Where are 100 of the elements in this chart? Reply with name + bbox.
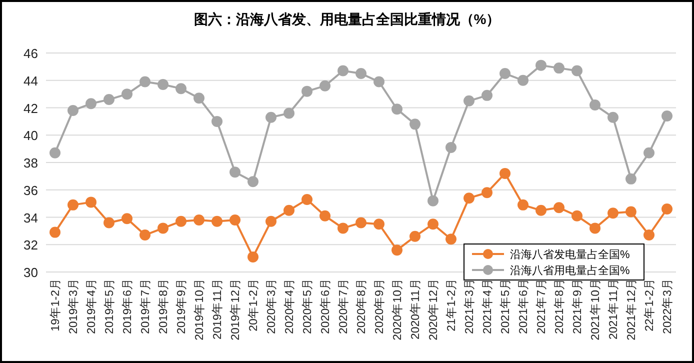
chart-title: 图六：沿海八省发、用电量占全国比重情况（%） [194, 11, 500, 27]
point [158, 222, 168, 234]
point [446, 142, 456, 153]
point [338, 222, 348, 234]
legend-label: 沿海八省发电量占全国% [510, 248, 630, 261]
x-tick-label: 2019年5月 [103, 278, 116, 334]
point [410, 230, 420, 242]
point [140, 230, 150, 241]
point [626, 206, 636, 218]
point [140, 76, 150, 88]
point [356, 68, 366, 80]
y-tick-label: 34 [24, 210, 38, 226]
point [554, 62, 564, 74]
point [392, 104, 402, 115]
x-tick-label: 2020年9月 [373, 278, 386, 334]
point [338, 65, 348, 76]
point [536, 60, 546, 71]
x-tick-label: 2019年3月 [67, 278, 80, 334]
point [122, 213, 132, 224]
x-tick-label: 2021年11月 [607, 278, 620, 340]
point [176, 83, 186, 94]
x-tick-label: 2019年12月 [229, 278, 242, 340]
x-tick-label: 2021年10月 [589, 278, 602, 340]
x-tick-label: 2020年10月 [391, 278, 404, 340]
x-tick-label: 2021年12月 [625, 278, 638, 340]
point [374, 218, 384, 230]
point [518, 199, 528, 210]
point [572, 65, 582, 76]
point [320, 210, 330, 222]
point [86, 98, 96, 110]
point [104, 217, 114, 228]
x-tick-label: 2021年7月 [535, 278, 548, 334]
point [392, 244, 402, 256]
point [446, 234, 456, 245]
x-tick-label: 2019年6月 [121, 278, 134, 334]
y-tick-label: 42 [24, 100, 38, 116]
point [590, 100, 600, 111]
point [500, 168, 510, 179]
x-tick-label: 2021年3月 [463, 278, 476, 334]
x-tick-label: 2019年7月 [139, 278, 152, 334]
point [482, 90, 492, 101]
x-tick-label: 2020年6月 [319, 278, 332, 334]
x-tick-label: 20年1-2月 [247, 278, 260, 332]
point [662, 110, 672, 122]
y-tick-label: 40 [24, 128, 38, 144]
point [104, 94, 114, 106]
x-tick-label: 2021年5月 [499, 278, 512, 334]
point [212, 216, 222, 227]
point [464, 95, 474, 106]
x-tick-label: 2020年3月 [265, 278, 278, 334]
point [500, 68, 510, 80]
point [428, 218, 438, 230]
point [50, 147, 60, 158]
x-tick-label: 2020年7月 [337, 278, 350, 334]
point [644, 147, 654, 158]
point [536, 204, 546, 216]
y-tick-label: 46 [24, 46, 38, 61]
point [590, 222, 600, 234]
point [122, 88, 132, 100]
x-tick-label: 2019年8月 [157, 278, 170, 334]
legend-label: 沿海八省用电量占全国% [510, 264, 630, 277]
point [230, 214, 240, 226]
point [374, 76, 384, 88]
x-tick-label: 19年1-2月 [49, 278, 62, 332]
y-tick-label: 36 [24, 182, 38, 198]
point [302, 86, 312, 97]
point [320, 80, 330, 92]
point [554, 202, 564, 214]
x-tick-label: 2021年4月 [481, 278, 494, 334]
point [428, 195, 438, 206]
point [518, 74, 528, 86]
x-tick-label: 2020年12月 [427, 278, 440, 340]
point [158, 78, 168, 90]
x-tick-label: 2020年5月 [301, 278, 314, 334]
point [482, 187, 492, 198]
x-tick-label: 2020年4月 [283, 278, 296, 334]
point [230, 166, 240, 178]
x-tick-label: 2020年8月 [355, 278, 368, 334]
point [572, 210, 582, 222]
x-tick-label: 21年1-2月 [445, 278, 458, 332]
point [68, 199, 78, 210]
point [410, 118, 420, 130]
point [356, 217, 366, 228]
point [86, 196, 96, 208]
x-tick-label: 2019年11月 [211, 278, 224, 340]
point [644, 230, 654, 241]
x-tick-label: 2022年3月 [661, 278, 674, 334]
point [248, 176, 258, 188]
point [284, 204, 294, 216]
point [626, 173, 636, 184]
x-tick-label: 2020年11月 [409, 278, 422, 340]
point [266, 112, 276, 123]
point [176, 216, 186, 227]
point [302, 194, 312, 205]
point [212, 116, 222, 127]
y-tick-label: 38 [24, 156, 38, 170]
point [266, 216, 276, 227]
point [194, 214, 204, 226]
y-tick-label: 44 [24, 73, 38, 88]
point [662, 204, 672, 215]
